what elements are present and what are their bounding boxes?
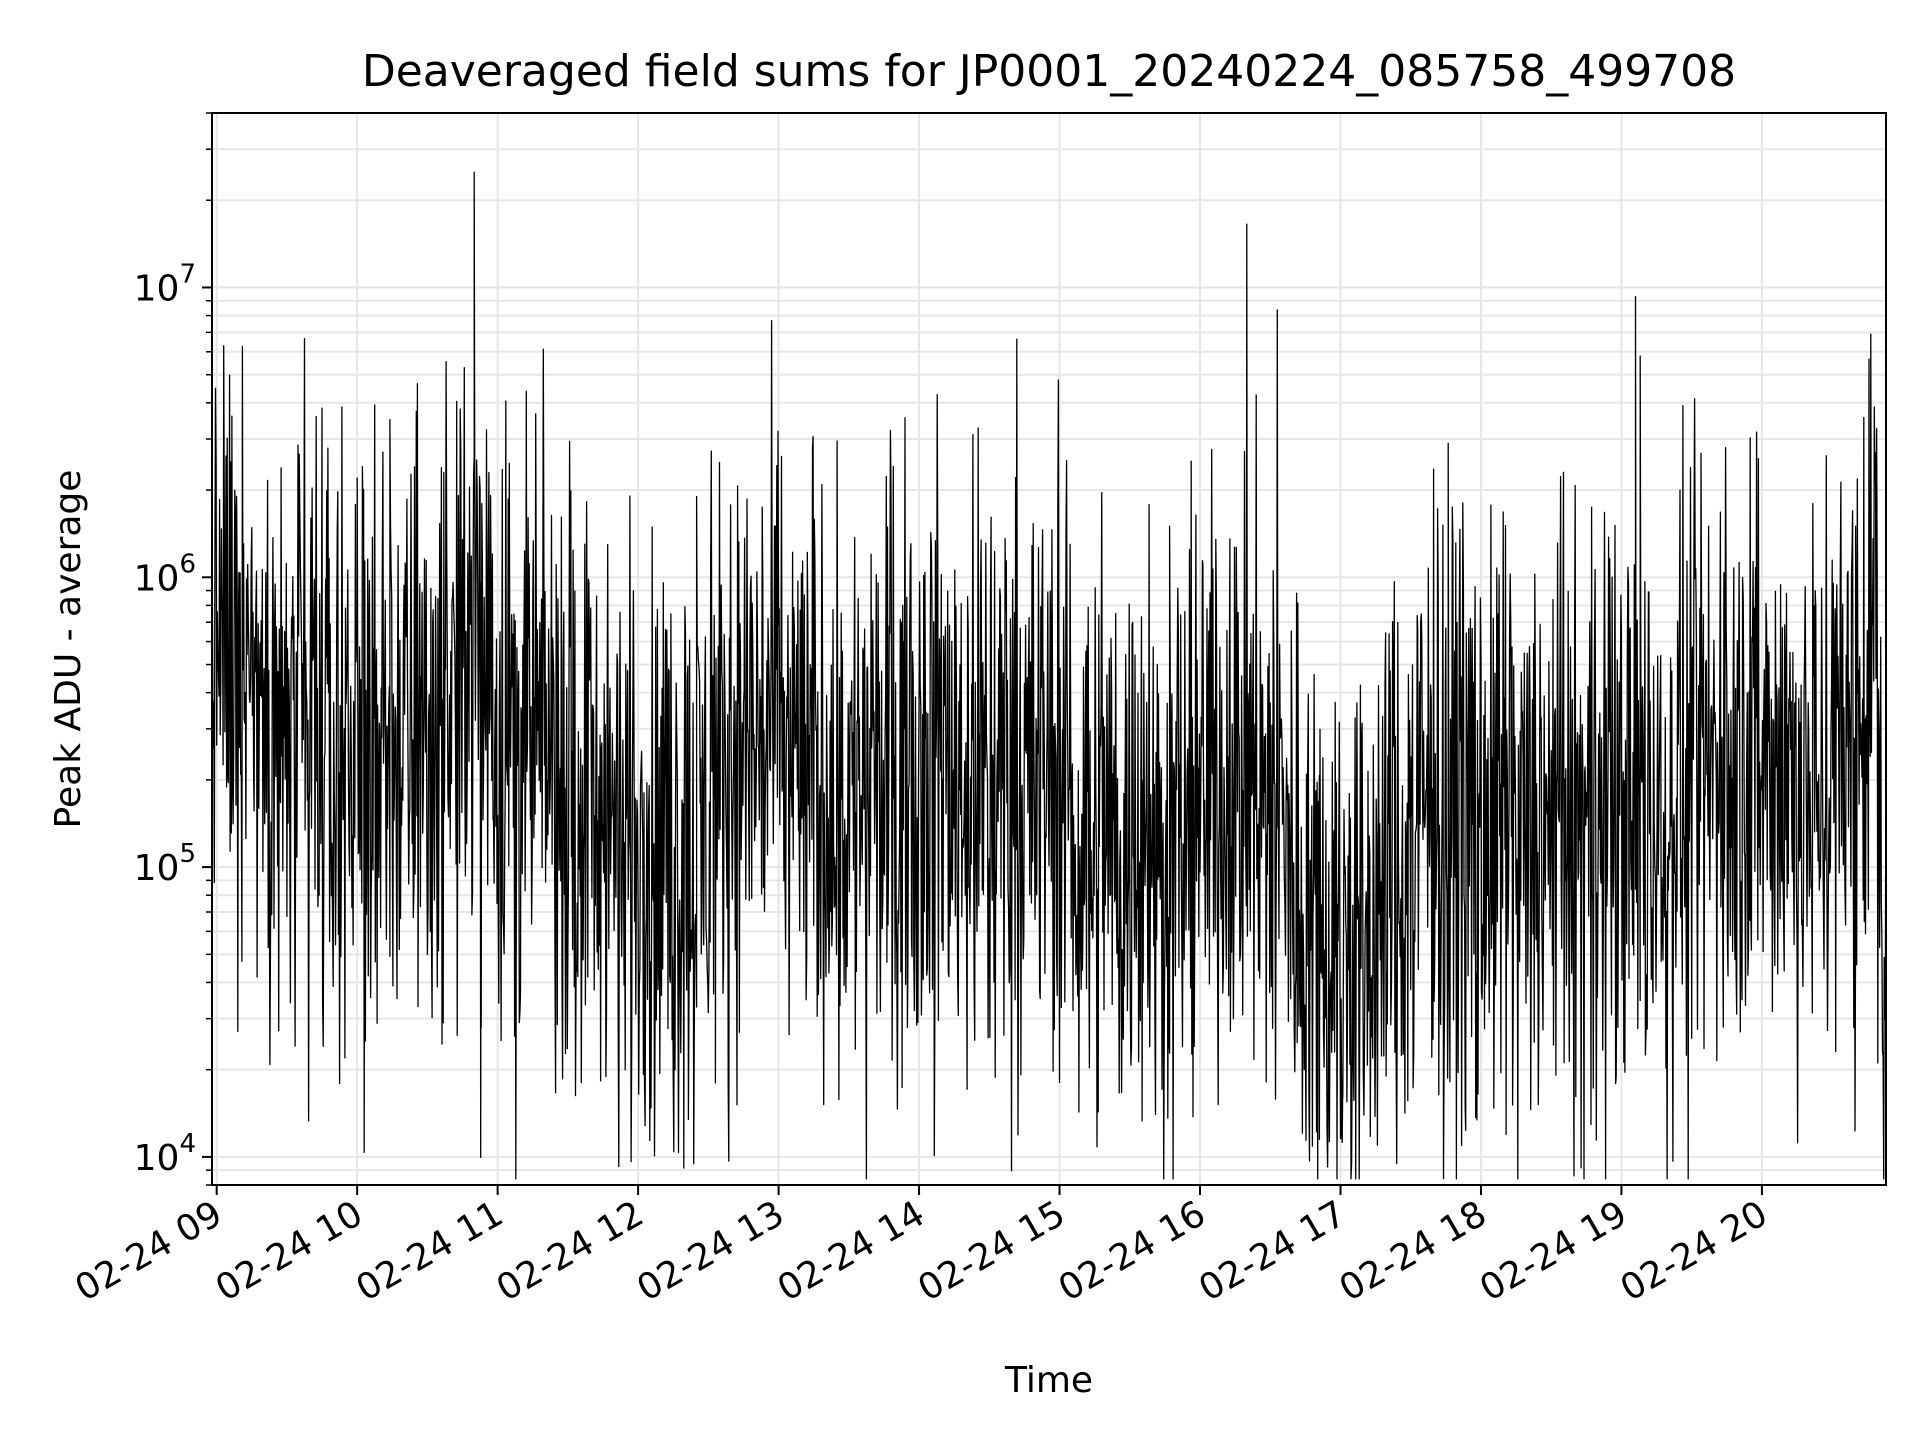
series-line bbox=[211, 171, 1887, 1180]
plot-frame bbox=[211, 112, 1887, 1186]
y-tick-label: 104 bbox=[134, 1129, 196, 1179]
y-tick-label: 107 bbox=[134, 259, 196, 309]
y-axis: 104 105 106 107 bbox=[134, 112, 212, 1186]
x-axis-label: Time bbox=[1004, 1360, 1093, 1401]
y-tick-label: 106 bbox=[134, 549, 196, 599]
chart-title: Deaveraged field sums for JP0001_2024022… bbox=[362, 46, 1736, 97]
y-tick-label: 105 bbox=[134, 839, 196, 889]
data-series bbox=[211, 171, 1887, 1180]
y-axis-label: Peak ADU - average bbox=[48, 470, 89, 829]
